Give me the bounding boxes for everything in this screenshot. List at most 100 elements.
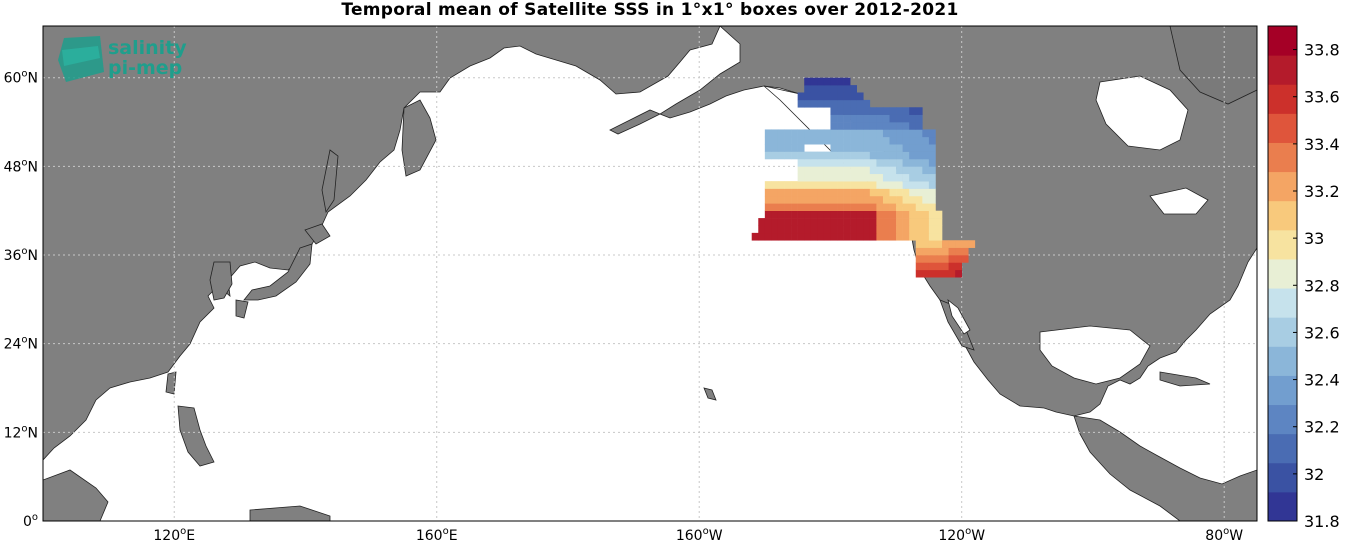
sss-cell	[915, 188, 923, 197]
sss-cell	[915, 203, 923, 212]
colorbar-segment	[1268, 55, 1297, 85]
colorbar-tick-label: 33.4	[1304, 135, 1340, 154]
central-america	[1073, 415, 1257, 521]
sss-cell	[896, 158, 903, 167]
sss-cell	[961, 240, 969, 248]
sss-cell	[935, 247, 943, 256]
sss-cell	[823, 85, 831, 93]
sss-cell	[869, 166, 877, 175]
sss-cell	[882, 210, 890, 219]
sss-cell	[850, 92, 858, 101]
sss-cell	[856, 173, 864, 182]
sss-cell	[882, 166, 890, 175]
sss-cell	[922, 136, 930, 145]
sss-cell	[909, 210, 917, 219]
sss-cell	[837, 92, 844, 101]
sss-cell	[882, 173, 890, 182]
sss-cell	[810, 99, 818, 108]
sss-cell	[909, 225, 917, 234]
sss-cell	[869, 173, 877, 182]
logo-line2: pi-mep	[108, 57, 182, 79]
sss-cell	[856, 218, 864, 226]
sss-cell	[915, 195, 923, 204]
lat-tick-label: 12oN	[4, 423, 38, 441]
kamchatka	[401, 99, 437, 177]
sss-cell	[869, 151, 877, 160]
sss-cell	[810, 203, 818, 212]
sss-cell	[771, 129, 779, 138]
sss-cell	[810, 232, 818, 241]
sss-cell	[810, 129, 818, 138]
sss-cell	[771, 218, 779, 226]
sss-cell	[764, 188, 772, 197]
sss-cell	[928, 262, 936, 271]
sss-cell	[882, 122, 890, 130]
sss-cell	[817, 92, 825, 101]
sss-cell	[791, 181, 798, 189]
sss-cell	[896, 114, 903, 123]
sss-cell	[751, 232, 759, 241]
sss-cell	[837, 188, 844, 197]
sss-cell	[915, 173, 923, 182]
sss-cell	[830, 77, 838, 86]
sss-cell	[797, 188, 805, 197]
sss-cell	[823, 232, 831, 241]
sss-cell	[791, 129, 798, 138]
sss-cell	[902, 122, 910, 130]
sss-cell	[896, 122, 903, 130]
sss-cell	[764, 136, 772, 145]
sss-cell	[915, 218, 923, 226]
sss-cell	[804, 210, 812, 219]
sss-cell	[915, 107, 923, 115]
gulf-of-california	[947, 298, 971, 335]
sss-cell	[850, 85, 858, 93]
sss-cell	[850, 225, 858, 234]
sss-cell	[777, 181, 785, 189]
colorbar-segment	[1268, 200, 1297, 231]
sss-cell	[823, 203, 831, 212]
sss-cell	[922, 247, 930, 256]
sss-cell	[850, 203, 858, 212]
sss-cell	[955, 247, 963, 256]
sss-cell	[817, 203, 825, 212]
sss-cell	[896, 218, 903, 226]
colorbar-segment	[1268, 317, 1297, 347]
colorbar-tick-label: 32	[1304, 465, 1324, 484]
sss-cell	[909, 107, 917, 115]
sss-cell	[882, 136, 890, 145]
sss-cell	[810, 210, 818, 219]
sss-cell	[863, 173, 871, 182]
sss-cell	[784, 144, 792, 152]
sss-cell	[817, 173, 825, 182]
sss-cell	[804, 77, 812, 86]
sss-cell	[777, 218, 785, 226]
sss-cell	[863, 181, 871, 189]
sss-cell	[863, 225, 871, 234]
sss-cell	[810, 173, 818, 182]
sss-cell	[823, 151, 831, 160]
sss-cell	[902, 210, 910, 219]
sss-cell	[902, 114, 910, 123]
sss-cell	[843, 203, 851, 212]
sss-cell	[823, 129, 831, 138]
sss-cell	[928, 225, 936, 234]
sss-cell	[797, 92, 805, 101]
sss-cell	[843, 232, 851, 241]
sss-cell	[922, 262, 930, 271]
sss-cell	[902, 173, 910, 182]
sss-cell	[902, 195, 910, 204]
sss-cell	[771, 210, 779, 219]
sss-cell	[797, 225, 805, 234]
sss-cell	[850, 151, 858, 160]
sss-cell	[889, 158, 897, 167]
great-lakes	[1149, 187, 1209, 215]
sss-cell	[935, 269, 943, 278]
sss-cell	[882, 114, 890, 123]
sss-cell	[942, 269, 949, 278]
sss-cell	[856, 99, 864, 108]
sss-cell	[784, 129, 792, 138]
sss-cell	[810, 85, 818, 93]
colorbar-segment	[1268, 229, 1297, 260]
sss-cell	[935, 255, 943, 263]
sss-cell	[804, 92, 812, 101]
